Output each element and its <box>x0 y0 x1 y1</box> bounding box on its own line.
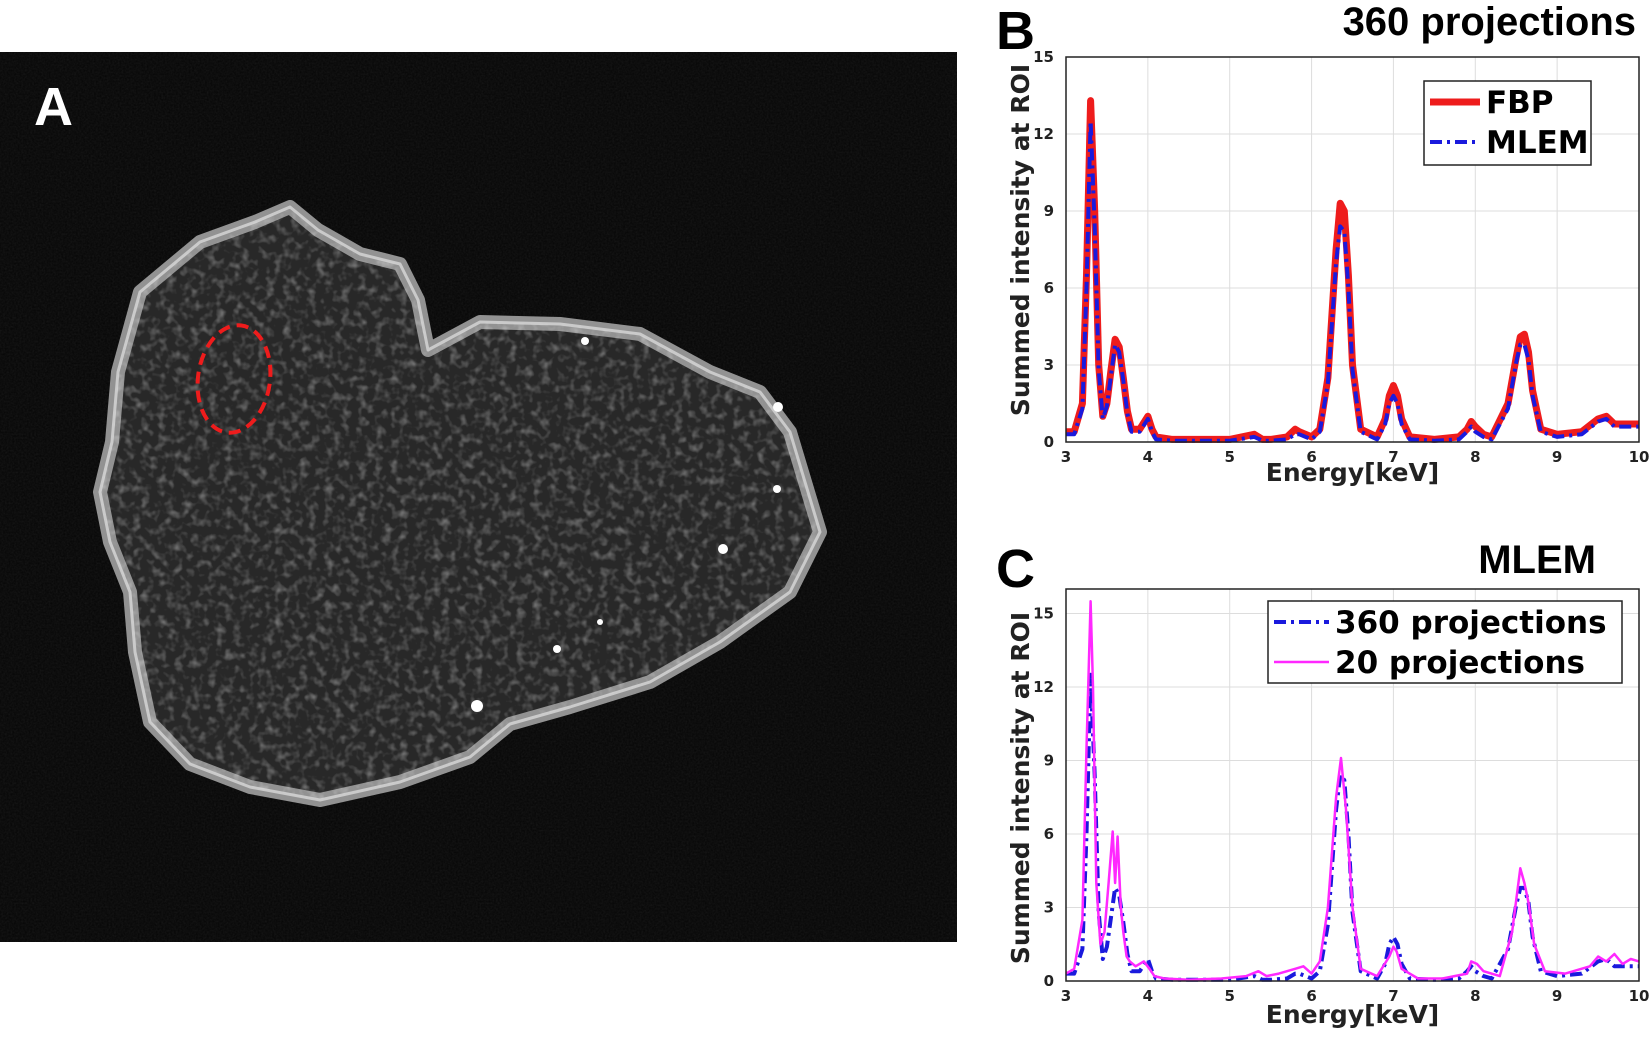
y-tick-label: 6 <box>1044 825 1054 843</box>
x-tick-label: 7 <box>1388 448 1398 466</box>
legend-box <box>1423 80 1592 166</box>
x-tick-label: 8 <box>1470 987 1480 1005</box>
y-tick-label: 15 <box>1033 48 1054 66</box>
y-tick-label: 15 <box>1033 605 1054 623</box>
x-tick-label: 10 <box>1629 448 1650 466</box>
y-tick-label: 0 <box>1044 433 1054 451</box>
y-tick-label: 12 <box>1033 125 1054 143</box>
series-line-1 <box>1066 672 1639 982</box>
x-axis-label: Energy[keV] <box>1266 458 1439 487</box>
y-tick-label: 6 <box>1044 279 1054 297</box>
series-line-2 <box>1066 119 1639 443</box>
x-tick-label: 3 <box>1061 987 1071 1005</box>
x-tick-label: 4 <box>1143 987 1153 1005</box>
legend-box <box>1267 600 1623 684</box>
roi-outline <box>195 323 273 435</box>
legend-label: 20 projections <box>1335 645 1585 681</box>
panel-a-label: A <box>34 77 73 137</box>
plot-frame <box>1065 56 1640 443</box>
plot-frame <box>1065 588 1640 982</box>
y-axis-label: Summed intensity at ROI <box>1006 612 1035 964</box>
x-tick-label: 3 <box>1061 448 1071 466</box>
x-tick-label: 8 <box>1470 448 1480 466</box>
legend-label: MLEM <box>1486 125 1589 161</box>
y-tick-label: 9 <box>1044 202 1054 220</box>
x-tick-label: 6 <box>1306 448 1316 466</box>
y-tick-label: 0 <box>1044 972 1054 990</box>
legend-label: 360 projections <box>1335 605 1607 641</box>
y-axis-label: Summed intensity at ROI <box>1006 64 1035 416</box>
y-tick-label: 9 <box>1044 752 1054 770</box>
x-tick-label: 7 <box>1388 987 1398 1005</box>
x-axis-label: Energy[keV] <box>1266 1000 1439 1029</box>
panel-b-label: B <box>996 1 1035 61</box>
x-tick-label: 9 <box>1552 448 1562 466</box>
x-tick-label: 10 <box>1629 987 1650 1005</box>
series-line-2 <box>1065 600 1640 982</box>
sample-slice-graphic <box>0 52 957 942</box>
x-tick-label: 9 <box>1552 987 1562 1005</box>
x-tick-label: 4 <box>1143 448 1153 466</box>
panel-c-label: C <box>996 539 1035 599</box>
y-tick-label: 12 <box>1033 678 1054 696</box>
x-tick-label: 5 <box>1224 987 1234 1005</box>
chart-c-title: MLEM <box>1478 538 1596 582</box>
x-tick-label: 6 <box>1306 987 1316 1005</box>
y-tick-label: 3 <box>1044 899 1054 917</box>
y-tick-label: 3 <box>1044 356 1054 374</box>
legend-label: FBP <box>1486 85 1554 121</box>
reconstruction-image <box>0 52 957 942</box>
series-line-1 <box>1066 97 1639 443</box>
x-tick-label: 5 <box>1224 448 1234 466</box>
chart-b-title: 360 projections <box>1342 0 1636 44</box>
